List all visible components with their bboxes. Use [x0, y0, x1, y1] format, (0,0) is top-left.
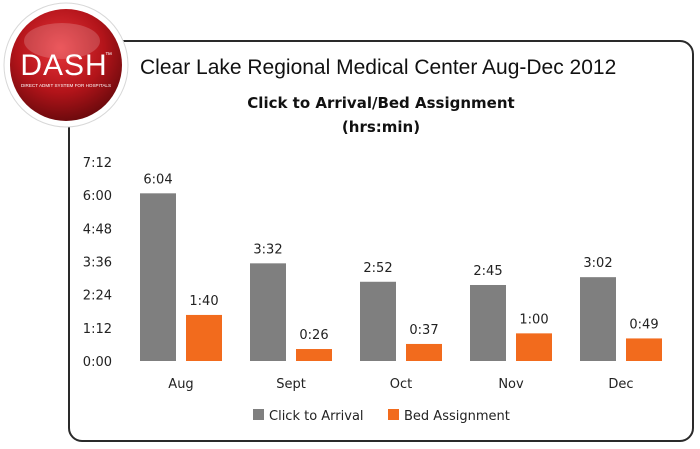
logo-tagline: DIRECT ADMIT SYSTEM FOR HOSPITALS — [21, 83, 111, 88]
data-label: 0:49 — [629, 317, 658, 332]
logo-text: DASH — [20, 49, 107, 82]
data-label: 0:26 — [299, 328, 328, 343]
bar-bed-assignment — [296, 349, 332, 361]
bar-click-to-arrival — [250, 263, 286, 361]
logo-trademark: ™ — [105, 52, 112, 59]
bar-click-to-arrival — [580, 277, 616, 361]
y-tick-label: 2:24 — [83, 289, 112, 304]
bar-bed-assignment — [186, 314, 222, 361]
legend-label-bed-assignment: Bed Assignment — [404, 409, 510, 424]
bar-bed-assignment — [406, 343, 442, 361]
bar-click-to-arrival — [360, 281, 396, 361]
bar-click-to-arrival — [140, 193, 176, 361]
x-category-label: Aug — [168, 377, 193, 392]
data-label: 6:04 — [143, 172, 172, 187]
data-label: 2:52 — [363, 261, 392, 276]
page-title: Clear Lake Regional Medical Center Aug-D… — [140, 56, 617, 79]
y-tick-label: 7:12 — [83, 156, 112, 171]
chart-subtitle: (hrs:min) — [341, 118, 421, 136]
x-category-label: Nov — [498, 377, 524, 392]
data-label: 3:02 — [583, 256, 612, 271]
x-category-label: Oct — [390, 377, 412, 392]
data-label: 2:45 — [473, 264, 502, 279]
y-tick-label: 6:00 — [83, 189, 112, 204]
bar-click-to-arrival — [470, 284, 506, 361]
y-tick-label: 0:00 — [83, 355, 112, 370]
bar-bed-assignment — [516, 333, 552, 361]
data-label: 0:37 — [409, 323, 438, 338]
data-label: 3:32 — [253, 242, 282, 257]
bar-bed-assignment — [626, 338, 662, 361]
x-category-label: Dec — [608, 377, 633, 392]
dash-logo: DASH ™ DIRECT ADMIT SYSTEM FOR HOSPITALS — [3, 2, 129, 128]
chart-title: Click to Arrival/Bed Assignment — [247, 94, 515, 112]
legend-swatch-click-to-arrival — [253, 409, 264, 420]
legend-label-click-to-arrival: Click to Arrival — [269, 409, 364, 424]
x-category-label: Sept — [276, 377, 306, 392]
y-tick-label: 3:36 — [83, 256, 112, 271]
legend-swatch-bed-assignment — [388, 409, 399, 420]
y-tick-label: 4:48 — [83, 222, 112, 237]
data-label: 1:40 — [189, 294, 218, 309]
data-label: 1:00 — [519, 312, 548, 327]
y-tick-label: 1:12 — [83, 322, 112, 337]
